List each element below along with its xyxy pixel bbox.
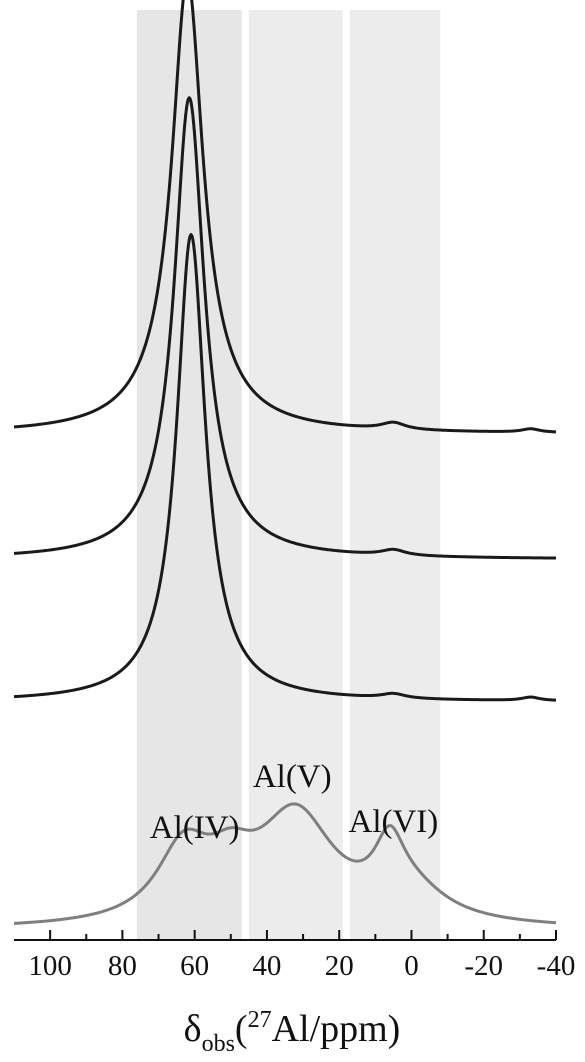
shaded-region-2 <box>248 10 343 940</box>
x-tick-label: 60 <box>180 950 209 982</box>
x-axis-label-open: ( <box>235 1008 248 1050</box>
spectrum-series-1 <box>13 0 557 434</box>
shaded-regions <box>136 10 441 940</box>
shaded-region-1 <box>136 10 242 940</box>
x-axis-ticks <box>49 930 557 940</box>
x-axis-label-delta: δ <box>184 1008 202 1050</box>
annotation-label: Al(V) <box>253 759 332 795</box>
x-axis-label: δobs(27Al/ppm) <box>184 1007 401 1057</box>
shaded-region-3 <box>350 10 441 940</box>
peak-annotations: Al(IV) Al(V) Al(VI) <box>150 759 439 846</box>
x-axis-label-subscript: obs <box>202 1031 235 1057</box>
x-tick-label: -20 <box>464 950 503 982</box>
x-tick-label: 100 <box>28 950 72 982</box>
spectra-series <box>13 0 557 925</box>
spectrum-series-2 <box>13 96 557 560</box>
x-axis-label-superscript: 27 <box>248 1007 272 1033</box>
annotation-label: Al(IV) <box>150 810 240 846</box>
x-tick-label: 40 <box>252 950 281 982</box>
x-tick-label: 20 <box>325 950 354 982</box>
x-axis-tick-labels: 100 80 60 40 20 0 -20 -40 <box>28 950 575 982</box>
spectrum-series-4 <box>13 802 557 925</box>
x-axis-label-rest: Al/ppm) <box>272 1008 401 1050</box>
x-tick-label: 80 <box>108 950 137 982</box>
x-tick-label: 0 <box>404 950 419 982</box>
spectrum-series-3 <box>13 233 557 702</box>
annotation-label: Al(VI) <box>348 804 438 840</box>
x-tick-label: -40 <box>537 950 576 982</box>
